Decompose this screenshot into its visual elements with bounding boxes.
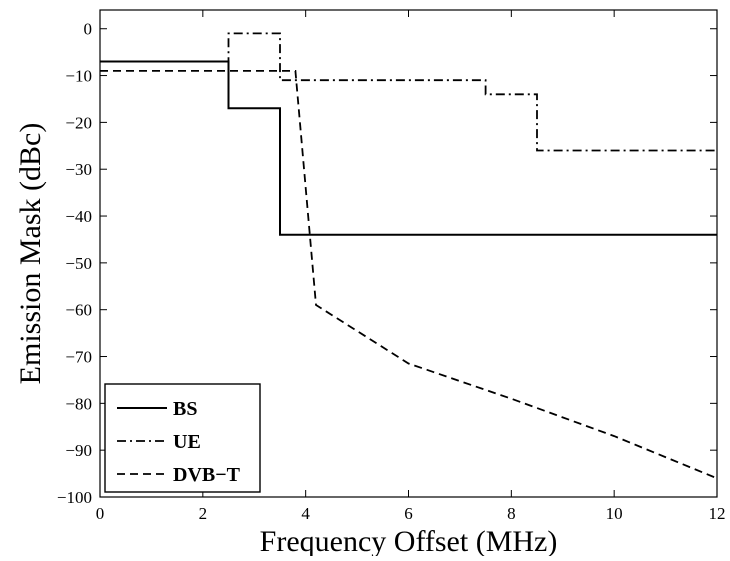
y-tick-label: −60	[65, 301, 92, 320]
legend-label: DVB−T	[173, 464, 241, 486]
legend-label: UE	[173, 431, 201, 453]
x-axis-ticks: 0 2 4 6 8 10 12	[96, 10, 726, 523]
y-axis-ticks: 0 −10 −20 −30 −40 −50 −60 −70 −80 −90 −100	[57, 20, 717, 507]
x-tick-label: 12	[709, 504, 726, 523]
y-tick-label: −100	[57, 488, 92, 507]
y-tick-label: −90	[65, 441, 92, 460]
legend-label: BS	[173, 398, 197, 420]
y-tick-label: −30	[65, 160, 92, 179]
x-tick-label: 6	[404, 504, 413, 523]
x-tick-label: 10	[606, 504, 623, 523]
y-tick-label: −70	[65, 348, 92, 367]
series-line-ue	[227, 32, 717, 152]
y-tick-label: 0	[84, 20, 93, 39]
y-tick-label: −20	[65, 113, 92, 132]
y-tick-label: −40	[65, 207, 92, 226]
series-line-bs	[100, 60, 717, 236]
x-tick-label: 4	[301, 504, 310, 523]
y-tick-label: −10	[65, 67, 92, 86]
x-tick-label: 2	[199, 504, 208, 523]
y-tick-label: −80	[65, 394, 92, 413]
series-line-dvb-t	[100, 70, 718, 480]
series-layer	[100, 32, 718, 480]
y-axis-label: Emission Mask (dBc)	[14, 123, 47, 385]
y-tick-label: −50	[65, 254, 92, 273]
x-tick-label: 8	[507, 504, 516, 523]
x-axis-label: Frequency Offset (MHz)	[260, 525, 558, 556]
x-tick-label: 0	[96, 504, 105, 523]
legend: BS UE DVB−T	[104, 383, 261, 493]
